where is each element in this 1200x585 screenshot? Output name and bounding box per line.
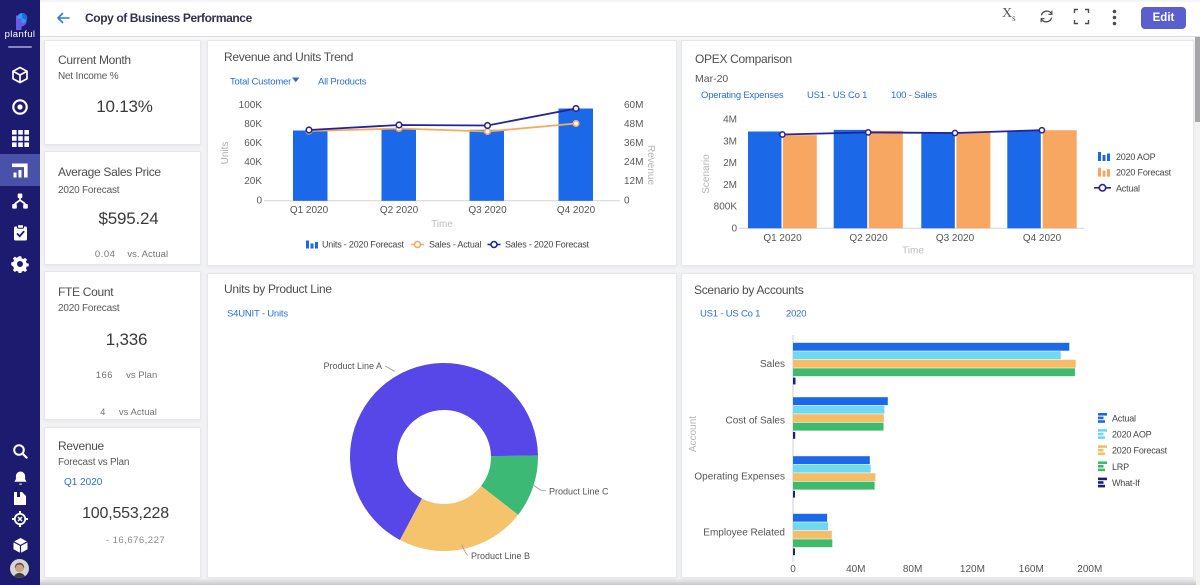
svg-text:80K: 80K [244,119,262,130]
svg-text:3M: 3M [723,136,737,147]
svg-text:Q2 2020: Q2 2020 [380,205,419,216]
svg-text:2M: 2M [723,158,737,169]
svg-text:OPEX Comparison: OPEX Comparison [695,52,792,66]
svg-text:Employee Related: Employee Related [703,528,785,539]
svg-text:Sales: Sales [760,359,785,370]
svg-text:Time: Time [431,219,453,230]
svg-text:Revenue and Units Trend: Revenue and Units Trend [224,50,353,64]
svg-text:2020 AOP: 2020 AOP [1112,430,1152,440]
svg-text:Q1 2020: Q1 2020 [763,233,802,244]
svg-text:Product Line B: Product Line B [471,551,530,561]
svg-text:Q4 2020: Q4 2020 [557,205,596,216]
svg-text:Operating Expenses: Operating Expenses [701,90,784,101]
svg-text:US1 - US Co 1: US1 - US Co 1 [700,309,760,320]
svg-text:Time: Time [902,246,924,257]
svg-text:4M: 4M [723,115,737,126]
svg-text:Sales - 2020 Forecast: Sales - 2020 Forecast [505,240,590,250]
svg-text:160M: 160M [1019,564,1044,575]
svg-text:Q2 2020: Q2 2020 [849,233,888,244]
svg-text:US1 - US Co 1: US1 - US Co 1 [807,90,867,101]
svg-text:Operating Expenses: Operating Expenses [694,472,785,483]
svg-text:Scenario by Accounts: Scenario by Accounts [694,283,804,297]
svg-text:Units by Product Line: Units by Product Line [224,282,332,296]
svg-text:Q3 2020: Q3 2020 [936,233,975,244]
svg-text:2020: 2020 [786,309,806,320]
svg-text:2020 Forecast: 2020 Forecast [1112,446,1168,456]
svg-text:12M: 12M [624,176,643,187]
svg-text:40K: 40K [244,157,262,168]
svg-text:Q1 2020: Q1 2020 [290,205,329,216]
svg-text:Units - 2020 Forecast: Units - 2020 Forecast [322,240,405,250]
svg-text:Mar-20: Mar-20 [695,73,728,85]
svg-text:Revenue: Revenue [645,145,656,185]
svg-text:200M: 200M [1077,564,1102,575]
svg-text:0: 0 [790,564,796,575]
svg-text:Account: Account [688,416,699,452]
svg-text:2020 AOP: 2020 AOP [1116,152,1156,162]
svg-text:S4UNIT - Units: S4UNIT - Units [227,309,288,320]
svg-text:Total Customer: Total Customer [230,77,291,88]
svg-text:Cost of Sales: Cost of Sales [726,416,785,427]
svg-text:Actual: Actual [1112,413,1136,423]
svg-text:Product Line A: Product Line A [323,361,382,371]
svg-text:All Products: All Products [318,77,367,88]
svg-text:What-If: What-If [1112,478,1140,488]
svg-text:Actual: Actual [1116,183,1140,193]
svg-text:LRP: LRP [1112,462,1129,472]
svg-text:2M: 2M [723,180,737,191]
svg-text:800K: 800K [714,202,738,213]
svg-text:Q4 2020: Q4 2020 [1023,233,1062,244]
svg-text:Units: Units [220,142,231,165]
svg-text:2020 Forecast: 2020 Forecast [1116,168,1172,178]
svg-text:40M: 40M [846,564,865,575]
svg-text:80M: 80M [903,564,922,575]
svg-text:60K: 60K [244,138,262,149]
svg-text:0: 0 [256,196,262,207]
svg-text:Product Line C: Product Line C [549,487,609,497]
svg-text:Q3 2020: Q3 2020 [468,205,507,216]
svg-text:100 - Sales: 100 - Sales [891,90,937,101]
svg-text:48M: 48M [624,119,643,130]
svg-text:20K: 20K [244,176,262,187]
svg-text:0: 0 [624,196,630,207]
svg-text:60M: 60M [624,100,643,111]
svg-text:120M: 120M [960,564,985,575]
svg-text:36M: 36M [624,138,643,149]
svg-text:Sales - Actual: Sales - Actual [429,240,481,250]
svg-text:Scenario: Scenario [701,154,712,194]
svg-text:100K: 100K [239,100,263,111]
svg-text:24M: 24M [624,157,643,168]
svg-text:0: 0 [731,224,737,235]
